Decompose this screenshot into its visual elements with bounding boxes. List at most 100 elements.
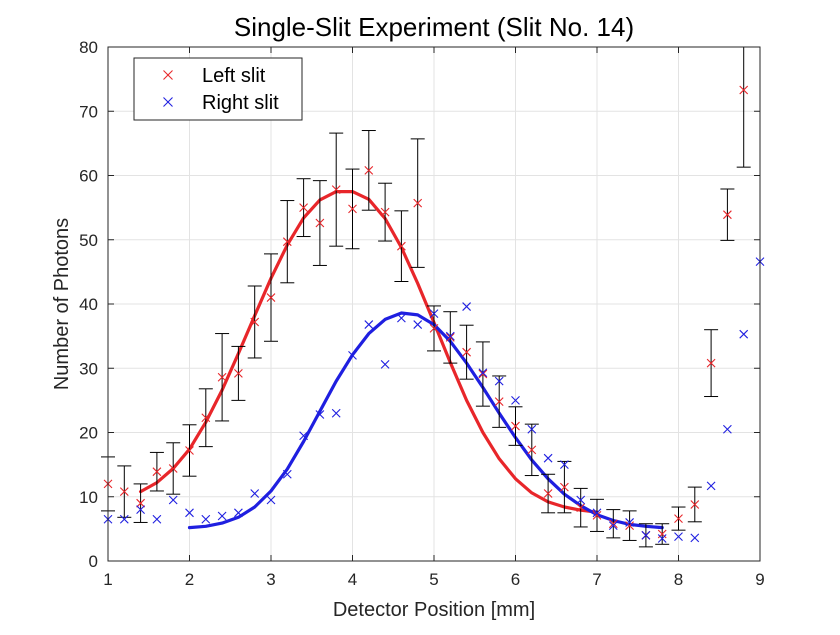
left-slit-point [201, 413, 211, 423]
left-slit-point [576, 503, 586, 513]
left-slit-point [592, 510, 602, 520]
left-slit-point [348, 204, 357, 214]
right-slit-point [201, 514, 211, 524]
legend-box [133, 57, 303, 121]
y-tick-label: 20 [79, 424, 98, 443]
y-tick-label: 10 [79, 488, 98, 507]
y-tick-label: 70 [79, 102, 98, 121]
y-tick-label: 0 [89, 552, 98, 571]
right-slit-point [331, 408, 341, 418]
legend-marker [163, 70, 173, 80]
right-slit-point [641, 530, 651, 540]
left-slit-point [706, 358, 716, 368]
y-tick-label: 40 [79, 295, 98, 314]
right-slit-point [136, 505, 145, 514]
x-tick-label: 1 [103, 570, 112, 589]
left-slit-point [445, 333, 455, 342]
left-slit-point [315, 218, 325, 228]
chart-title: Single-Slit Experiment (Slit No. 14) [234, 12, 634, 42]
fit-curve-right-slit [187, 311, 664, 530]
x-tick-label: 8 [674, 570, 683, 589]
right-slit-point [119, 514, 129, 524]
right-slit-point [315, 410, 325, 419]
left-slit-point [478, 369, 488, 379]
right-slit-point [299, 431, 308, 441]
left-slit-point [657, 529, 667, 539]
x-tick-label: 6 [511, 570, 520, 589]
right-slit-point [723, 424, 732, 434]
x-ticks: 1 2 3 4 5 6 7 8 9 [103, 47, 765, 589]
right-slit-point [706, 481, 716, 491]
right-slit-point [445, 331, 455, 341]
right-slit-point [152, 514, 162, 524]
y-tick-label: 30 [79, 359, 98, 378]
left-slit-point [234, 369, 243, 378]
grid [107, 46, 761, 562]
right-slit-point [543, 453, 553, 463]
y-tick-label: 50 [79, 231, 98, 250]
left-slit-point [462, 347, 471, 357]
error-bar [736, 47, 751, 168]
left-slit-point [136, 498, 145, 508]
left-slit-point [723, 210, 732, 220]
right-slit-point [234, 508, 243, 518]
left-slit-point [739, 85, 749, 95]
right-slit-point [413, 320, 423, 329]
right-slit-point [527, 424, 537, 434]
right-slit-point [576, 495, 586, 505]
left-slit-point [299, 203, 308, 213]
right-slit-point [282, 469, 292, 479]
left-slit-point [527, 445, 537, 455]
left-slit-point [690, 500, 700, 509]
right-slit-point [674, 532, 683, 541]
right-slit-point [185, 508, 194, 518]
legend: Left slit Right slit [133, 57, 303, 121]
left-slit-point [152, 467, 162, 477]
right-slit-point [511, 395, 520, 405]
left-slit-point [266, 293, 276, 302]
right-slit-point [168, 495, 178, 505]
left-slit-point [364, 165, 374, 175]
left-slit-point [331, 185, 341, 195]
left-slit-point [282, 237, 292, 247]
right-slit-point [348, 351, 357, 360]
y-tick-label: 60 [79, 167, 98, 186]
y-tick-label: 80 [79, 38, 98, 57]
right-slit-point [625, 518, 634, 527]
x-axis-label: Detector Position [mm] [333, 599, 535, 621]
right-slit-point [364, 320, 374, 329]
left-slit-point [625, 521, 634, 531]
left-slit-point [413, 198, 423, 208]
right-slit-point [397, 313, 406, 323]
right-slit-point [739, 329, 749, 339]
right-slit-point [608, 521, 618, 531]
left-slit-point [608, 519, 618, 529]
y-axis-label: Number of Photons [51, 218, 73, 390]
left-slit-point [560, 482, 569, 492]
x-tick-label: 2 [185, 570, 194, 589]
left-slit-point [543, 489, 553, 498]
right-slit-point [380, 360, 390, 369]
right-slit-point [478, 368, 488, 378]
right-slit-point [217, 511, 227, 521]
right-slit-point [266, 495, 276, 505]
left-slit-point [380, 207, 390, 217]
right-slit-point [462, 302, 471, 311]
left-slit-point [168, 464, 178, 473]
x-tick-label: 5 [429, 570, 438, 589]
x-tick-label: 4 [348, 570, 357, 589]
y-ticks: 0 10 20 30 40 50 60 70 80 [79, 38, 760, 571]
right-slit-point [494, 376, 504, 386]
left-slit-point [250, 317, 260, 327]
left-slit-point [494, 397, 504, 407]
x-tick-label: 7 [592, 570, 601, 589]
right-slit-point [250, 489, 260, 498]
left-slit-point [429, 324, 439, 333]
left-slit-point [185, 446, 194, 455]
x-tick-label: 9 [755, 570, 764, 589]
right-slit-point [690, 533, 700, 543]
right-slit-point [560, 460, 569, 470]
right-slit-point [657, 534, 667, 543]
data-markers [103, 85, 765, 543]
